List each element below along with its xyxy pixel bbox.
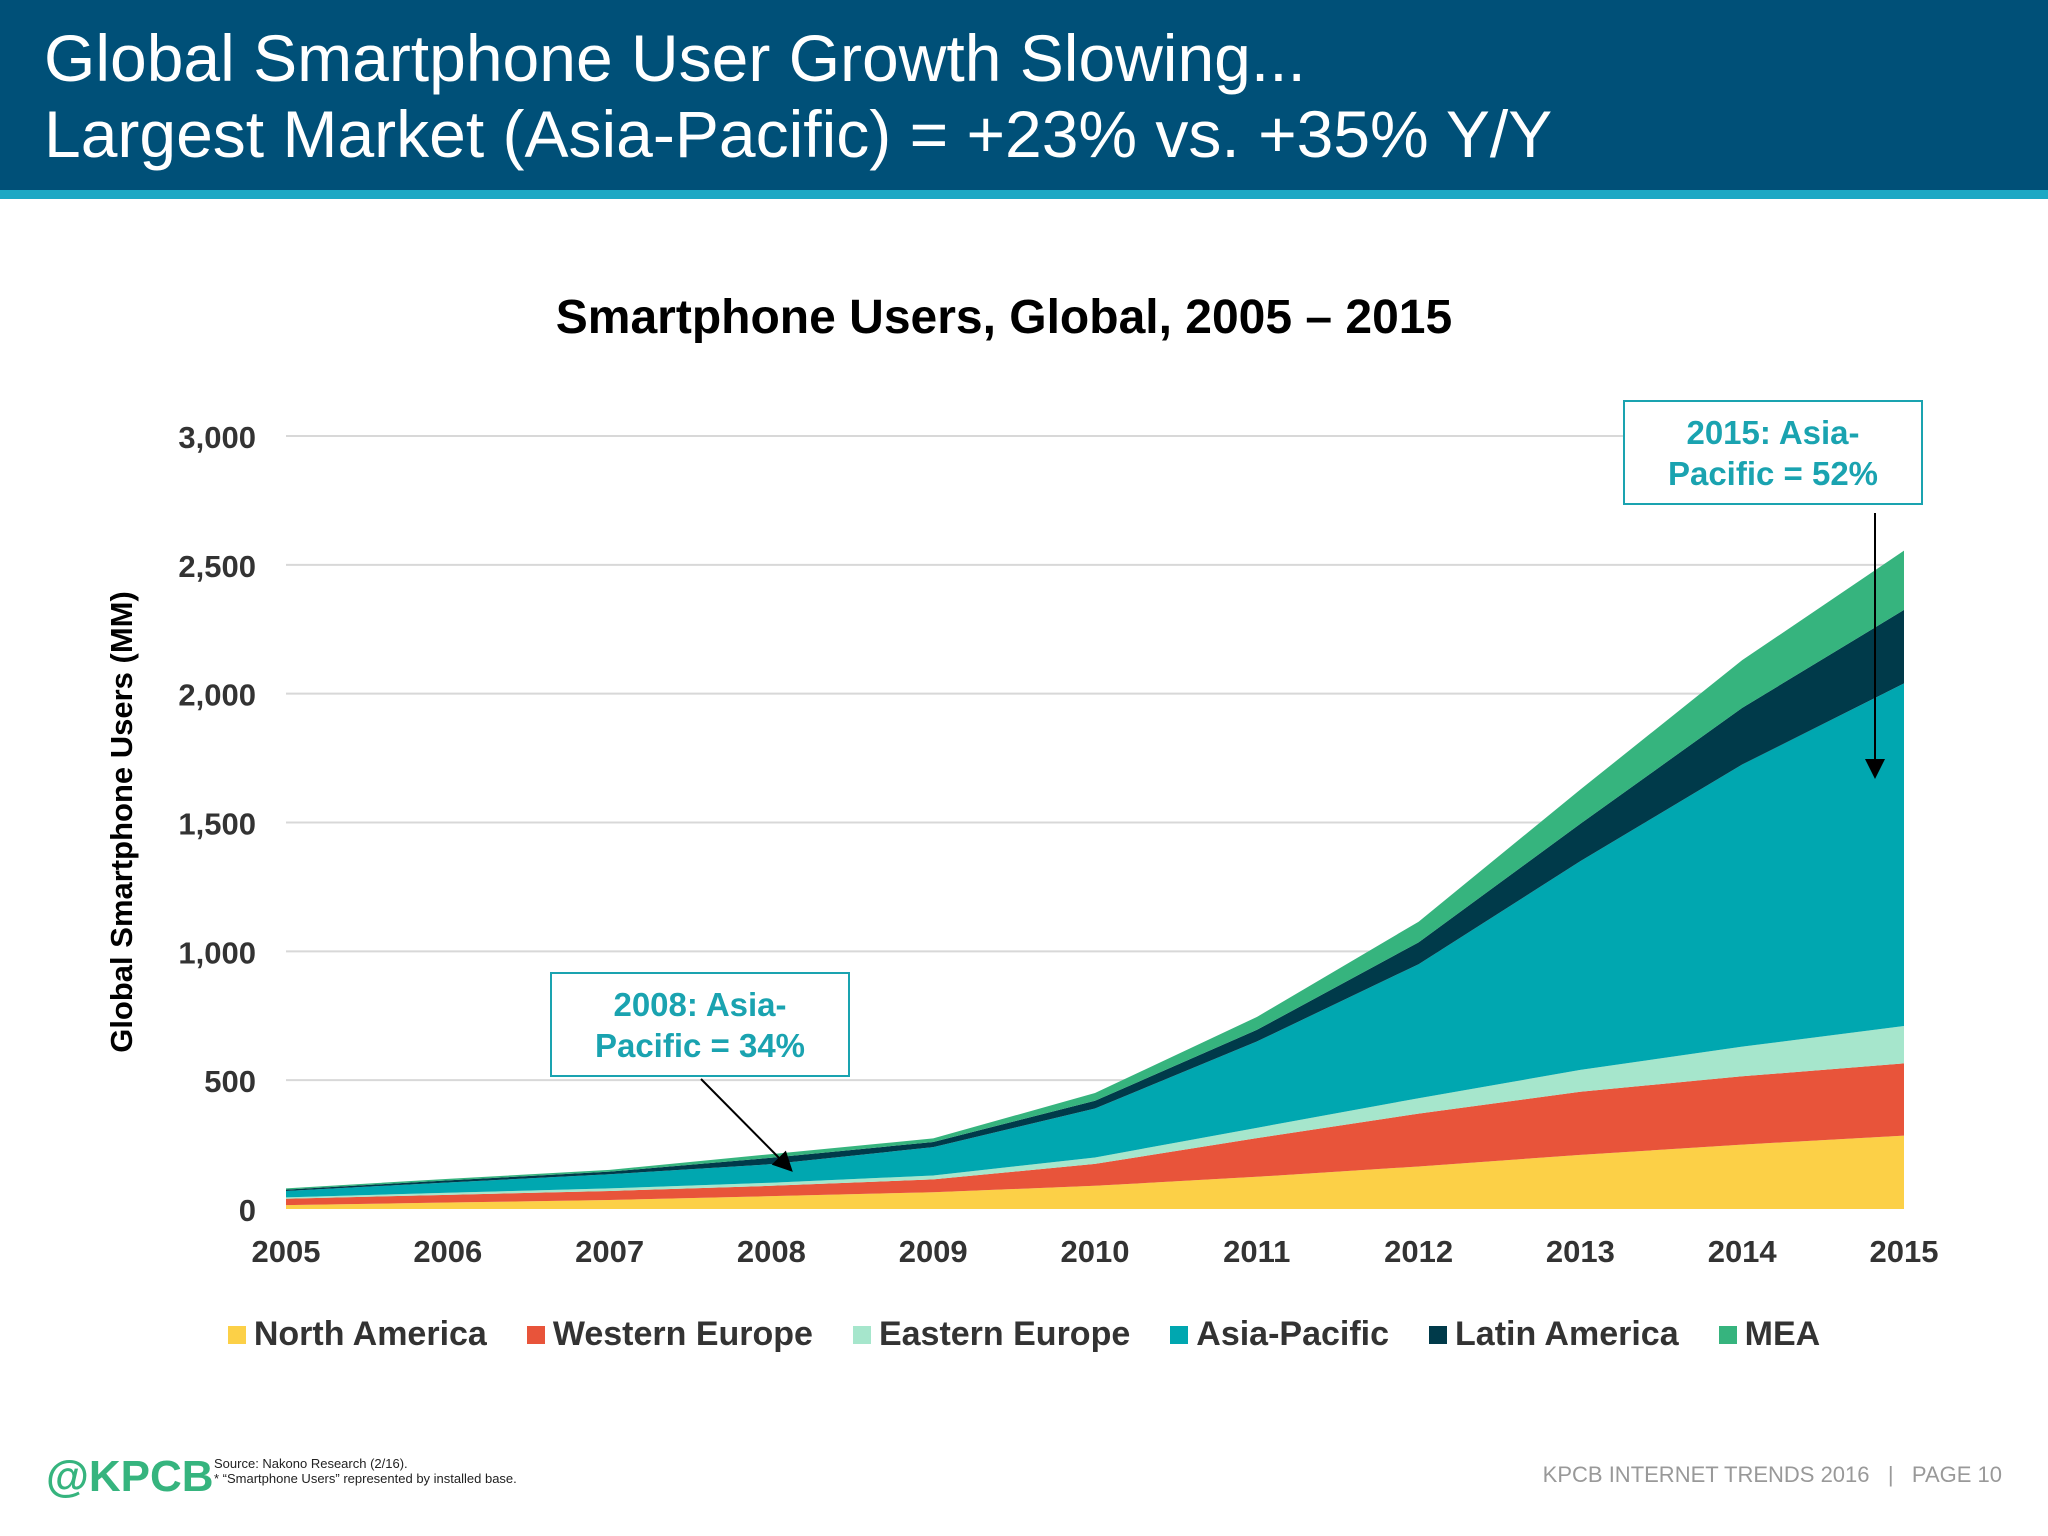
annotation-2015-line2: Pacific = 52% xyxy=(1667,455,1879,492)
annotation-arrow-2008 xyxy=(700,1078,793,1172)
x-tick-label: 2007 xyxy=(575,1234,644,1269)
x-tick-label: 2010 xyxy=(1061,1234,1130,1269)
area-western-europe xyxy=(286,1063,1904,1206)
x-tick-label: 2015 xyxy=(1870,1234,1939,1269)
source-note: Source: Nakono Research (2/16). xyxy=(214,1456,408,1471)
legend: North America Western Europe Eastern Europ… xyxy=(0,1315,2048,1354)
x-tick-label: 2014 xyxy=(1708,1234,1778,1269)
annotation-2015: 2015: Asia- Pacific = 52% xyxy=(1623,400,1923,505)
kpcb-logo: @KPCB xyxy=(46,1452,214,1501)
legend-swatch xyxy=(1718,1325,1737,1344)
legend-item: North America xyxy=(227,1315,487,1354)
legend-label: MEA xyxy=(1744,1315,1821,1353)
chart-title: Smartphone Users, Global, 2005 – 2015 xyxy=(555,291,1453,344)
annotation-2008-line1: 2008: Asia- xyxy=(613,986,787,1023)
legend-item: Asia-Pacific xyxy=(1170,1315,1389,1354)
legend-swatch xyxy=(526,1325,545,1344)
y-tick-label: 2,500 xyxy=(178,549,256,584)
x-tick-label: 2009 xyxy=(899,1234,968,1269)
legend-label: Latin America xyxy=(1455,1315,1679,1353)
legend-item: Latin America xyxy=(1429,1315,1679,1354)
area-asia-pacific xyxy=(286,683,1904,1198)
annotation-2015-line1: 2015: Asia- xyxy=(1686,414,1860,451)
legend-item: MEA xyxy=(1718,1315,1821,1354)
x-tick-label: 2005 xyxy=(252,1234,321,1269)
legend-swatch xyxy=(1170,1325,1189,1344)
legend-item: Western Europe xyxy=(526,1315,813,1354)
y-tick-label: 3,000 xyxy=(178,420,256,455)
footnote: * “Smartphone Users” represented by inst… xyxy=(214,1471,517,1486)
slide-title-line1: Global Smartphone User Growth Slowing... xyxy=(44,21,1306,95)
header-stripe xyxy=(0,190,2048,199)
y-tick-label: 1,000 xyxy=(178,935,256,970)
legend-label: Asia-Pacific xyxy=(1196,1315,1390,1353)
legend-label: Eastern Europe xyxy=(878,1315,1131,1353)
x-tick-label: 2012 xyxy=(1384,1234,1453,1269)
legend-swatch xyxy=(1429,1325,1448,1344)
x-tick-label: 2013 xyxy=(1546,1234,1615,1269)
y-tick-label: 500 xyxy=(204,1064,256,1099)
legend-label: Western Europe xyxy=(552,1315,813,1353)
x-tick-label: 2006 xyxy=(413,1234,482,1269)
page-footer: KPCB INTERNET TRENDS 2016 | PAGE 10 xyxy=(1542,1462,2002,1487)
legend-swatch xyxy=(852,1325,871,1344)
legend-swatch xyxy=(227,1325,246,1344)
x-tick-label: 2011 xyxy=(1223,1234,1290,1269)
y-tick-label: 0 xyxy=(239,1193,256,1228)
legend-item: Eastern Europe xyxy=(852,1315,1131,1354)
legend-label: North America xyxy=(253,1315,487,1353)
annotation-2008: 2008: Asia- Pacific = 34% xyxy=(550,972,850,1077)
x-tick-label: 2008 xyxy=(737,1234,806,1269)
slide-title-line2: Largest Market (Asia-Pacific) = +23% vs.… xyxy=(44,97,1553,171)
y-tick-label: 2,000 xyxy=(178,678,256,713)
y-axis-label: Global Smartphone Users (MM) xyxy=(104,591,139,1053)
y-tick-label: 1,500 xyxy=(178,807,256,842)
area-north-america xyxy=(286,1135,1904,1209)
header-band: Global Smartphone User Growth Slowing...… xyxy=(0,0,2048,190)
annotation-2008-line2: Pacific = 34% xyxy=(594,1027,806,1064)
